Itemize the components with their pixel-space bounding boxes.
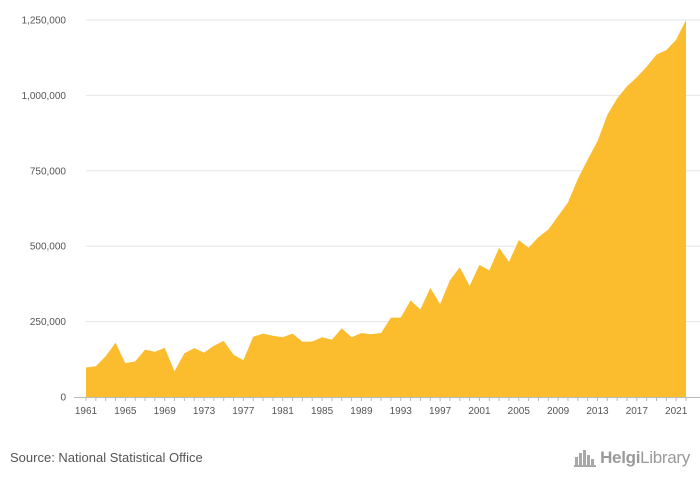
data-point-2015[interactable] [615,96,619,100]
data-point-1987[interactable] [340,326,344,330]
data-point-2021[interactable] [674,38,678,42]
brand-logo[interactable]: HelgiLibrary [574,448,690,468]
data-point-2012[interactable] [586,158,590,162]
data-point-2005[interactable] [517,238,521,242]
x-tick-label: 2013 [586,406,609,417]
x-tick-label: 2005 [508,406,531,417]
data-point-2017[interactable] [635,75,639,79]
data-point-2006[interactable] [527,246,531,250]
data-point-1965[interactable] [123,361,127,365]
x-tick-label: 1985 [311,406,334,417]
x-axis [74,397,700,401]
data-point-1986[interactable] [330,338,334,342]
data-point-1991[interactable] [379,331,383,335]
x-tick-label: 2017 [626,406,649,417]
data-point-1983[interactable] [300,340,304,344]
y-tick-label: 0 [60,393,66,404]
data-point-1990[interactable] [369,332,373,336]
x-tick-label: 2001 [468,406,491,417]
x-axis-labels: 1961 1965 1969 1973 1977 1981 1985 1989 1993 1997… [75,406,688,417]
data-point-2018[interactable] [645,65,649,69]
brand-name-b: Library [640,448,690,467]
data-point-1997[interactable] [438,302,442,306]
brand-name-a: Helgi [600,448,641,467]
data-point-1984[interactable] [310,340,314,344]
data-point-2000[interactable] [468,284,472,288]
x-tick-label: 2009 [547,406,570,417]
x-tick-label: 1977 [232,406,255,417]
data-point-2003[interactable] [497,246,501,250]
data-point-1980[interactable] [271,334,275,338]
x-tick-label: 1981 [272,406,295,417]
data-point-2007[interactable] [536,235,540,239]
data-point-1972[interactable] [192,346,196,350]
area-series [84,18,688,397]
data-point-1961[interactable] [84,365,88,369]
data-point-1996[interactable] [428,286,432,290]
data-point-1973[interactable] [202,351,206,355]
data-point-2014[interactable] [605,113,609,117]
data-point-1968[interactable] [153,350,157,354]
y-tick-label: 750,000 [30,166,67,177]
area-chart: 0 250,000 500,000 750,000 1,000,000 1,250,000… [22,16,700,417]
data-point-1966[interactable] [133,359,137,363]
data-point-2016[interactable] [625,84,629,88]
data-point-1985[interactable] [320,335,324,339]
data-point-2004[interactable] [507,260,511,264]
data-point-1967[interactable] [143,348,147,352]
data-point-1963[interactable] [104,354,108,358]
x-tick-label: 1969 [154,406,177,417]
data-point-1994[interactable] [409,298,413,302]
data-point-1969[interactable] [163,346,167,350]
data-point-1975[interactable] [222,339,226,343]
data-point-1971[interactable] [182,351,186,355]
x-tick-label: 1989 [350,406,373,417]
source-note: Source: National Statistical Office [10,450,203,465]
x-tick-label: 1973 [193,406,216,417]
data-point-1976[interactable] [232,353,236,357]
data-point-1998[interactable] [448,278,452,282]
y-tick-label: 250,000 [30,317,67,328]
data-point-2009[interactable] [556,214,560,218]
data-point-2020[interactable] [664,48,668,52]
data-point-1978[interactable] [251,335,255,339]
data-point-2010[interactable] [566,200,570,204]
area-fill [86,20,686,397]
data-point-1979[interactable] [261,332,265,336]
data-point-1962[interactable] [94,364,98,368]
x-tick-label: 1993 [390,406,413,417]
data-point-1993[interactable] [399,316,403,320]
data-point-1999[interactable] [458,265,462,269]
data-point-1977[interactable] [241,358,245,362]
x-tick-label: 1997 [429,406,452,417]
data-point-1992[interactable] [389,316,393,320]
data-point-2002[interactable] [487,268,491,272]
data-point-1989[interactable] [359,331,363,335]
data-point-2013[interactable] [595,139,599,143]
data-point-1981[interactable] [281,335,285,339]
data-point-1970[interactable] [173,369,177,373]
data-point-1988[interactable] [350,335,354,339]
x-tick-label: 1961 [75,406,98,417]
data-point-2001[interactable] [477,263,481,267]
y-tick-label: 500,000 [30,242,67,253]
data-point-2019[interactable] [654,53,658,57]
x-tick-label: 1965 [114,406,137,417]
data-point-1995[interactable] [418,308,422,312]
data-point-1974[interactable] [212,344,216,348]
y-tick-label: 1,000,000 [22,91,67,102]
y-tick-label: 1,250,000 [22,16,67,27]
x-tick-label: 2021 [665,406,688,417]
data-point-2022[interactable] [684,18,688,22]
data-point-1982[interactable] [291,332,295,336]
data-point-2011[interactable] [576,177,580,181]
data-point-2008[interactable] [546,228,550,232]
data-point-1964[interactable] [114,341,118,345]
buildings-logo-icon [574,450,597,467]
y-axis-labels: 0 250,000 500,000 750,000 1,000,000 1,250,000 [22,16,67,404]
